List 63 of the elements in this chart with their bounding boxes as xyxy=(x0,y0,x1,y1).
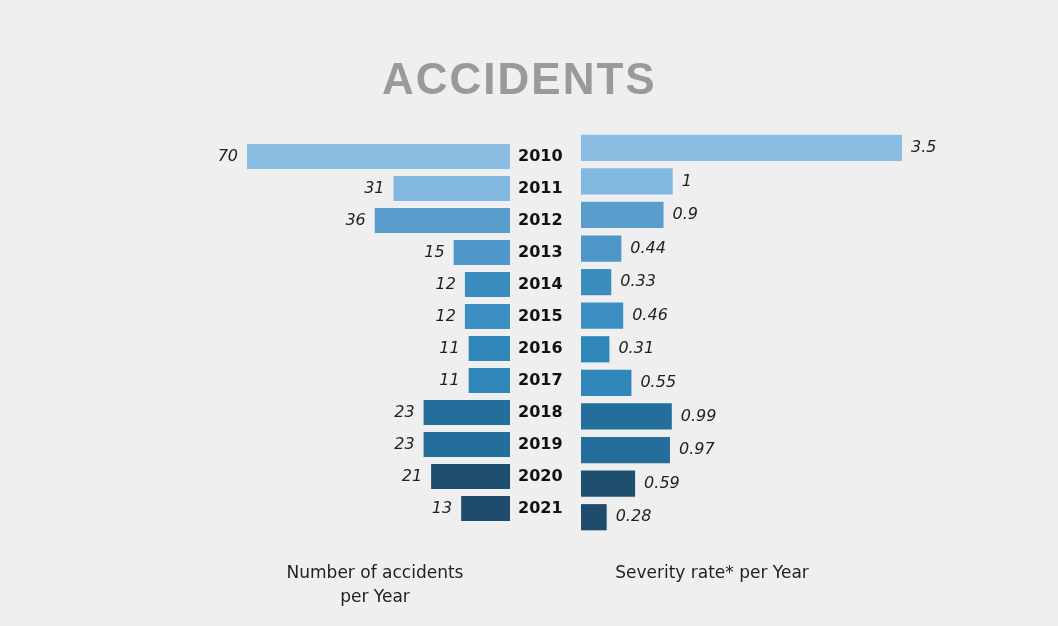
y-tick-label: 2014 xyxy=(518,273,563,293)
y-tick-label: 2015 xyxy=(518,305,563,325)
bar xyxy=(461,495,510,521)
y-tick-label: 2011 xyxy=(518,177,563,197)
y-tick-label: 2020 xyxy=(518,465,563,485)
bar xyxy=(423,431,510,457)
bar xyxy=(468,336,510,361)
bar xyxy=(581,269,612,296)
bar xyxy=(581,436,670,464)
data-label: 1 xyxy=(681,170,692,190)
data-label: 31 xyxy=(364,177,385,197)
data-label: 21 xyxy=(401,465,423,485)
bar xyxy=(453,240,510,266)
data-label: 11 xyxy=(439,337,460,357)
data-label: 0.44 xyxy=(630,237,666,257)
y-tick-label: 2019 xyxy=(518,433,563,453)
data-label: 0.59 xyxy=(644,472,680,492)
data-label: 0.33 xyxy=(620,271,656,291)
y-tick-label: 2017 xyxy=(518,369,563,389)
data-label: 70 xyxy=(217,145,238,165)
bar xyxy=(581,134,902,161)
data-label: 0.9 xyxy=(672,204,698,224)
y-tick-label: 2013 xyxy=(518,241,563,261)
data-label: 15 xyxy=(424,241,445,261)
data-label: 11 xyxy=(439,369,460,389)
bar xyxy=(581,369,632,396)
bar xyxy=(581,168,673,195)
data-label: 0.31 xyxy=(618,338,655,358)
bar xyxy=(393,176,510,202)
data-label: 0.99 xyxy=(680,405,717,425)
bar xyxy=(581,403,672,430)
bar xyxy=(464,272,510,297)
bar xyxy=(374,208,510,234)
y-tick-label: 2018 xyxy=(518,401,563,421)
data-label: 3.5 xyxy=(911,136,937,156)
data-label: 23 xyxy=(394,401,415,421)
data-label: 0.46 xyxy=(632,304,668,324)
bar xyxy=(581,504,607,531)
y-tick-label: 2012 xyxy=(518,209,563,229)
data-label: 12 xyxy=(435,305,456,325)
bar xyxy=(581,336,610,363)
y-tick-label: 2021 xyxy=(518,497,563,517)
data-label: 36 xyxy=(345,209,366,229)
bar xyxy=(581,235,622,262)
bar xyxy=(423,399,510,425)
data-label: 0.28 xyxy=(615,506,652,526)
data-label: 0.55 xyxy=(640,372,677,392)
bar xyxy=(581,470,636,497)
data-label: 0.97 xyxy=(678,439,716,459)
bar xyxy=(431,463,510,489)
data-label: 23 xyxy=(394,433,415,453)
bar xyxy=(464,304,510,329)
bar xyxy=(468,368,510,393)
x-axis-title: Number of accidents per Year xyxy=(285,561,465,608)
chart-title: ACCIDENTS xyxy=(382,54,657,104)
bar xyxy=(581,302,624,329)
data-label: 13 xyxy=(431,497,453,517)
data-label: 12 xyxy=(435,273,456,293)
x-axis-title: Severity rate* per Year xyxy=(614,561,810,584)
bar xyxy=(581,201,664,229)
y-tick-label: 2010 xyxy=(518,145,563,165)
bar xyxy=(247,144,510,170)
y-tick-label: 2016 xyxy=(518,337,563,357)
